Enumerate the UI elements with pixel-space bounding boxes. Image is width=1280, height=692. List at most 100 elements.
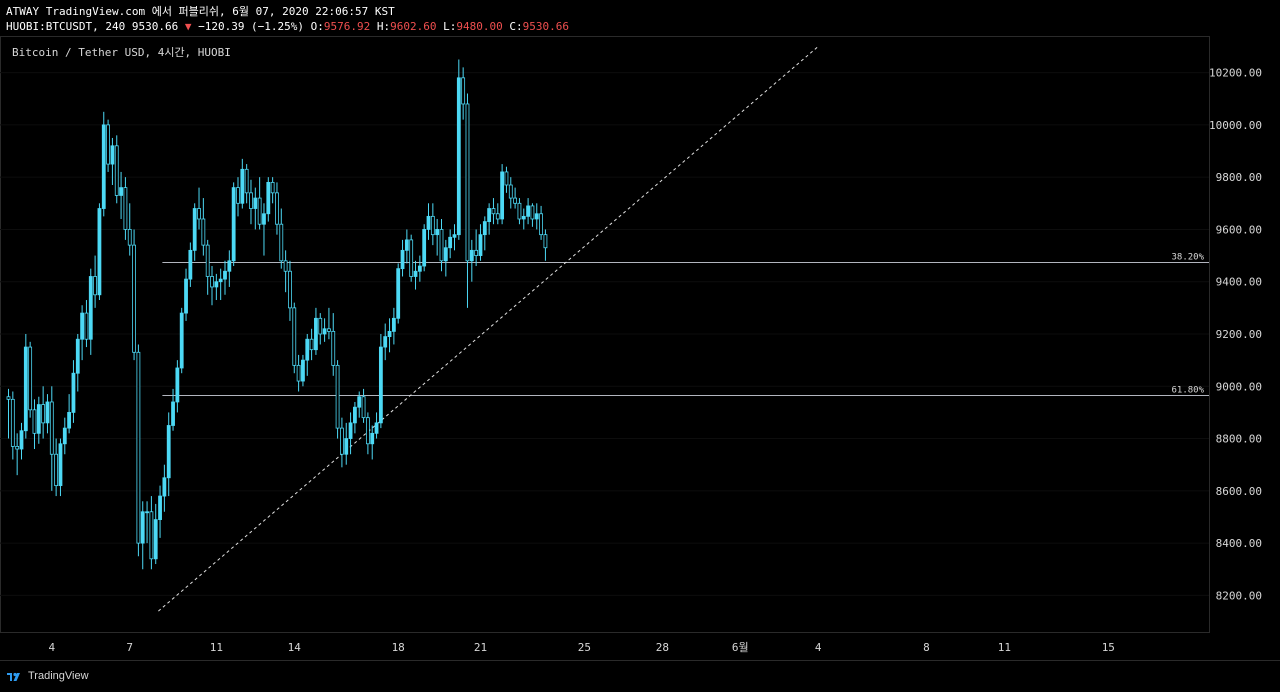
candle — [49, 386, 54, 491]
candle — [132, 229, 136, 361]
candle-body — [101, 124, 106, 209]
candle — [430, 203, 435, 246]
candle-body — [439, 229, 444, 262]
candle-body — [348, 422, 353, 439]
candle — [435, 218, 440, 256]
chart-frame[interactable]: Bitcoin / Tether USD, 4시간, HUOBI 38.20% 6… — [0, 36, 1280, 662]
candle — [275, 182, 279, 235]
candle-body — [426, 215, 431, 230]
candle-body — [166, 425, 171, 479]
candle-body — [318, 317, 323, 335]
candle — [93, 255, 97, 308]
candle-body — [374, 422, 379, 434]
candle — [417, 255, 422, 282]
candle — [201, 198, 206, 256]
candle-body — [344, 438, 349, 455]
candle-body — [288, 270, 292, 309]
candle — [266, 177, 271, 222]
y-tick-label: 9600.00 — [1216, 223, 1262, 236]
candle — [84, 300, 89, 348]
candle — [80, 305, 85, 361]
candle-body — [88, 276, 93, 340]
candle-body — [175, 367, 180, 403]
candle — [513, 187, 518, 209]
candle — [469, 239, 474, 282]
candle-body — [10, 398, 15, 447]
low-label: L: — [443, 20, 457, 33]
candle — [387, 318, 392, 353]
candle-body — [478, 234, 483, 256]
candle-body — [327, 328, 331, 332]
down-arrow-icon: ▼ — [184, 20, 192, 33]
candle — [288, 260, 292, 321]
y-tick-label: 10000.00 — [1209, 119, 1262, 132]
y-tick-label: 8800.00 — [1216, 433, 1262, 446]
candle — [153, 503, 158, 565]
candle — [253, 187, 258, 230]
candle-body — [93, 276, 97, 296]
low-value: 9480.00 — [456, 20, 503, 33]
candle-body — [15, 446, 20, 450]
candle-body — [184, 278, 188, 314]
candle-body — [491, 208, 496, 215]
candle — [218, 268, 223, 301]
candle-body — [210, 276, 214, 288]
candle — [404, 229, 409, 264]
candle-body — [452, 234, 457, 238]
candle-body — [396, 268, 401, 319]
candle-body — [275, 192, 279, 225]
candle — [365, 412, 370, 455]
x-tick-label: 4 — [48, 641, 55, 654]
candle — [439, 218, 444, 272]
candle-body — [149, 511, 154, 560]
candle — [292, 302, 297, 374]
candle-body — [487, 208, 492, 222]
candle — [41, 386, 46, 439]
candle-body — [58, 443, 63, 487]
candle — [119, 171, 123, 219]
y-tick-label: 8200.00 — [1216, 589, 1262, 602]
candle-body — [322, 328, 327, 335]
candle-body — [162, 477, 167, 497]
candle-body — [409, 239, 414, 277]
candle-body — [448, 236, 453, 249]
candle — [526, 198, 530, 225]
candle-body — [521, 215, 526, 220]
candle-body — [508, 184, 513, 199]
candle — [158, 485, 162, 538]
candle — [205, 239, 210, 295]
candle — [236, 177, 240, 217]
candle — [262, 203, 266, 256]
candle — [270, 177, 275, 204]
candle-body — [123, 187, 128, 230]
candle-body — [110, 145, 115, 165]
candle — [162, 464, 167, 512]
open-label: O: — [310, 20, 324, 33]
candle — [36, 396, 41, 444]
candle-body — [387, 330, 392, 338]
candle-body — [71, 372, 76, 413]
candle — [305, 334, 310, 376]
candle-body — [106, 124, 110, 165]
candlestick-chart[interactable]: Bitcoin / Tether USD, 4시간, HUOBI 38.20% 6… — [0, 36, 1280, 662]
candle — [45, 394, 50, 434]
candle-body — [526, 205, 530, 217]
candle-body — [292, 307, 297, 366]
candle-body — [192, 208, 197, 251]
last-price: 9530.66 — [131, 20, 179, 33]
candle — [88, 268, 93, 355]
candle — [101, 111, 106, 217]
candle — [413, 260, 418, 290]
x-tick-label: 25 — [578, 641, 591, 654]
candle — [370, 425, 375, 460]
candle-body — [188, 249, 193, 280]
candle — [340, 417, 344, 468]
candle-body — [62, 427, 67, 445]
candle-body — [23, 346, 28, 432]
candle-body — [430, 215, 435, 236]
candle-body — [469, 249, 474, 262]
candle-body — [357, 396, 362, 408]
tradingview-brand[interactable]: TradingView — [28, 670, 89, 682]
candle-body — [236, 187, 240, 204]
candle-body — [465, 103, 470, 262]
